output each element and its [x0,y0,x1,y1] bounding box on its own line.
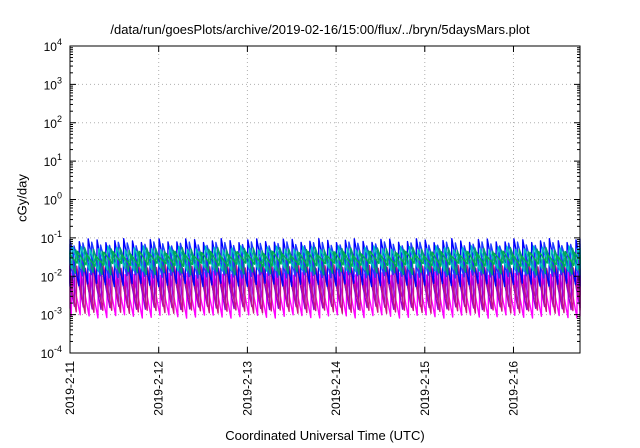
y-tick-label: 10-4 [41,344,62,361]
x-tick-labels: 2019-2-11 2019-2-12 2019-2-13 2019-2-14 2019… [63,361,520,416]
y-tick-label: 101 [44,152,62,169]
y-tick-label: 10-1 [41,229,62,246]
y-tick-label: 104 [44,37,62,54]
y-tick-label: 10-3 [41,306,62,323]
y-tick-labels: 10-4 10-3 10-2 10-1 100 101 102 103 104 [41,37,62,361]
series-lines [69,238,581,319]
series-line [69,270,581,319]
y-tick-label: 100 [44,191,62,208]
series-line [69,238,581,288]
y-tick-label: 10-2 [41,267,62,284]
series-line [69,263,581,314]
x-tick-label: 2019-2-11 [63,361,77,415]
y-tick-label: 102 [44,114,62,131]
series-line [69,246,581,276]
y-axis-label-text: cGy/day [14,174,30,222]
x-tick-label: 2019-2-15 [418,361,432,416]
x-tick-label: 2019-2-16 [506,361,520,416]
y-tick-label: 103 [44,75,62,92]
x-tick-label: 2019-2-12 [152,361,166,416]
axis-ticks [69,45,580,354]
x-axis-label: Coordinated Universal Time (UTC) [225,428,425,443]
x-tick-label: 2019-2-13 [240,361,254,416]
chart-title: /data/run/goesPlots/archive/2019-02-16/1… [110,22,530,37]
series-line [69,250,581,268]
x-tick-label: 2019-2-14 [329,361,343,416]
